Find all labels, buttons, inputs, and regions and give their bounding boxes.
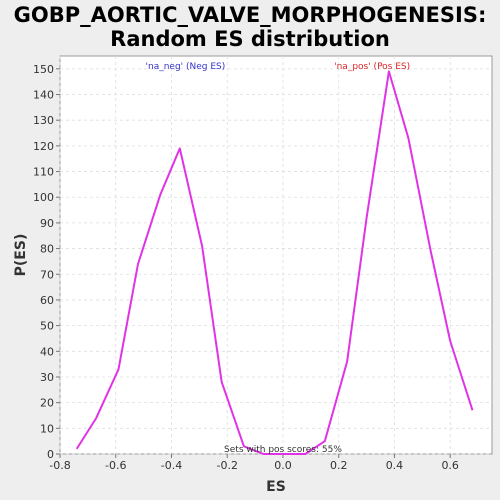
y-tick-label: 50 [40, 320, 54, 333]
x-tick-label: 0.4 [386, 459, 404, 472]
x-tick-label: -0.6 [105, 459, 126, 472]
chart-title-line-2: Random ES distribution [110, 27, 390, 51]
y-tick-label: 140 [33, 89, 54, 102]
y-axis-title: P(ES) [13, 234, 29, 277]
y-tick-label: 130 [33, 114, 54, 127]
x-axis-title: ES [266, 479, 286, 495]
chart-title-line-1: GOBP_AORTIC_VALVE_MORPHOGENESIS: [13, 3, 487, 27]
neg-es-label: 'na_neg' (Neg ES) [146, 62, 226, 72]
pos-es-label: 'na_pos' (Pos ES) [334, 62, 410, 72]
grid [59, 56, 492, 455]
x-tick-label: -0.2 [216, 459, 237, 472]
y-tick-label: 120 [33, 140, 54, 153]
y-tick-label: 0 [47, 448, 54, 461]
x-tick-label: 0.0 [274, 459, 292, 472]
y-tick-label: 40 [40, 345, 54, 358]
x-tick-label: 0.2 [330, 459, 348, 472]
y-tick-label: 150 [33, 63, 54, 76]
axes: 0 10 20 30 40 50 60 70 80 90 100 110 120 130 140 150 -0.… [33, 63, 459, 472]
plot-area [59, 55, 493, 455]
y-tick-label: 20 [40, 397, 54, 410]
series-layer [75, 70, 474, 455]
y-tick-label: 70 [40, 268, 54, 281]
y-tick-label: 10 [40, 422, 54, 435]
y-tick-label: 80 [40, 243, 54, 256]
y-tick-label: 30 [40, 371, 54, 384]
y-tick-label: 110 [33, 166, 54, 179]
pos-score-percentage-label: Sets with pos scores: 55% [224, 445, 342, 455]
x-tick-label: -0.4 [161, 459, 182, 472]
es-distribution-line [75, 70, 474, 455]
y-tick-label: 100 [33, 191, 54, 204]
y-tick-label: 90 [40, 217, 54, 230]
x-tick-label: -0.8 [49, 459, 70, 472]
y-tick-label: 60 [40, 294, 54, 307]
x-tick-label: 0.6 [441, 459, 459, 472]
